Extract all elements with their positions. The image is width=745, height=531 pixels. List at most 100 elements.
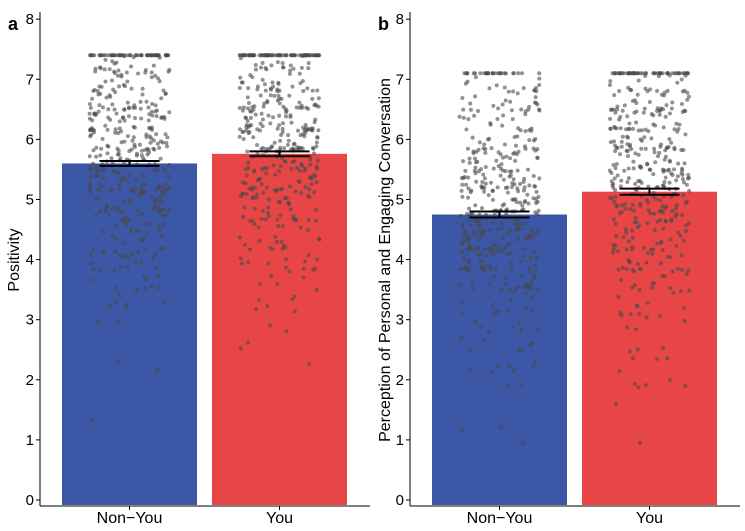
data-point: [312, 190, 317, 195]
data-point: [457, 266, 462, 271]
data-point: [275, 53, 280, 58]
data-point: [312, 151, 317, 156]
data-point: [635, 304, 640, 309]
data-point: [157, 79, 162, 84]
data-point: [634, 327, 639, 332]
data-point: [613, 401, 618, 406]
data-point: [523, 112, 528, 117]
data-point: [284, 329, 289, 334]
y-tick-label: 4: [26, 252, 34, 269]
data-point: [617, 152, 622, 157]
data-point: [681, 306, 686, 311]
data-point: [94, 165, 99, 170]
data-point: [613, 188, 618, 193]
data-point: [121, 53, 126, 58]
data-point: [674, 121, 679, 126]
data-point: [284, 110, 289, 115]
data-point: [488, 267, 493, 272]
data-point: [472, 228, 477, 233]
data-point: [466, 218, 471, 223]
data-point: [91, 278, 96, 283]
data-point: [519, 107, 524, 112]
data-point: [500, 123, 505, 128]
data-point: [679, 101, 684, 106]
data-point: [642, 106, 647, 111]
data-point: [252, 169, 257, 174]
data-point: [475, 219, 480, 224]
data-point: [269, 63, 274, 68]
data-point: [303, 259, 308, 264]
data-point: [618, 71, 623, 76]
data-point: [125, 218, 130, 223]
data-point: [132, 116, 137, 121]
data-point: [615, 173, 620, 178]
data-point: [149, 284, 154, 289]
y-tick-label: 2: [396, 372, 404, 389]
data-point: [619, 203, 624, 208]
data-point: [607, 83, 612, 88]
data-point: [618, 184, 623, 189]
data-point: [88, 175, 93, 180]
data-point: [536, 228, 541, 233]
data-point: [651, 194, 656, 199]
data-point: [308, 175, 313, 180]
data-point: [315, 135, 320, 140]
data-point: [618, 114, 623, 119]
data-point: [276, 199, 281, 204]
data-point: [516, 149, 521, 154]
data-point: [313, 218, 318, 223]
data-point: [613, 149, 618, 154]
data-point: [667, 137, 672, 142]
data-point: [138, 99, 143, 104]
data-point: [481, 267, 486, 272]
data-point: [149, 70, 154, 75]
data-point: [491, 221, 496, 226]
data-point: [471, 232, 476, 237]
data-point: [237, 105, 242, 110]
data-point: [662, 180, 667, 185]
data-point: [490, 188, 495, 193]
data-point: [608, 79, 613, 84]
data-point: [478, 229, 483, 234]
data-point: [278, 213, 283, 218]
data-point: [633, 215, 638, 220]
data-point: [255, 142, 260, 147]
data-point: [294, 105, 299, 110]
data-point: [474, 179, 479, 184]
panel-label: a: [8, 14, 19, 34]
data-point: [483, 164, 488, 169]
data-point: [535, 102, 540, 107]
data-point: [152, 147, 157, 152]
data-point: [624, 247, 629, 252]
data-point: [272, 140, 277, 145]
data-point: [488, 227, 493, 232]
data-point: [294, 165, 299, 170]
data-point: [130, 138, 135, 143]
data-point: [622, 168, 627, 173]
data-point: [672, 127, 677, 132]
y-tick-label: 2: [26, 372, 34, 389]
data-point: [95, 169, 100, 174]
data-point: [499, 162, 504, 167]
data-point: [126, 106, 131, 111]
data-point: [283, 245, 288, 250]
data-point: [521, 86, 526, 91]
data-point: [522, 185, 527, 190]
data-point: [140, 92, 145, 97]
data-point: [280, 121, 285, 126]
data-point: [487, 86, 492, 91]
data-point: [667, 111, 672, 116]
data-point: [240, 130, 245, 135]
data-point: [241, 214, 246, 219]
data-point: [683, 384, 688, 389]
data-point: [635, 261, 640, 266]
data-point: [148, 140, 153, 145]
data-point: [535, 327, 540, 332]
data-point: [257, 238, 262, 243]
data-point: [639, 146, 644, 151]
data-point: [477, 224, 482, 229]
data-point: [526, 167, 531, 172]
data-point: [465, 79, 470, 84]
data-point: [158, 199, 163, 204]
data-point: [493, 71, 498, 76]
